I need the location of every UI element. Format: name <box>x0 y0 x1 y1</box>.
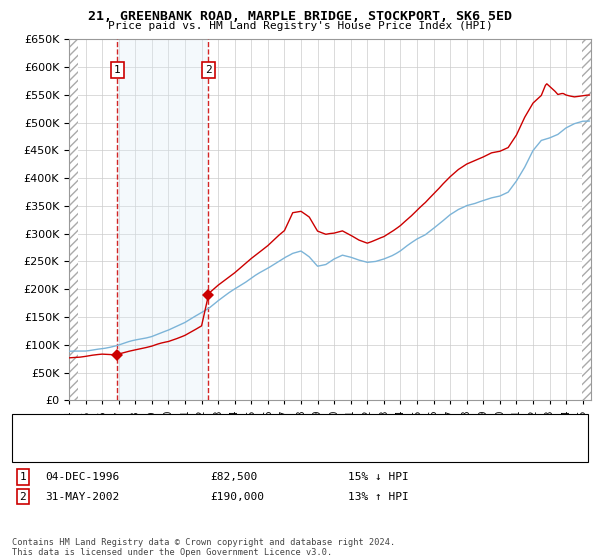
Text: 21, GREENBANK ROAD, MARPLE BRIDGE, STOCKPORT, SK6 5ED (detached house): 21, GREENBANK ROAD, MARPLE BRIDGE, STOCK… <box>69 422 506 432</box>
Text: £190,000: £190,000 <box>210 492 264 502</box>
Bar <box>69 39 78 400</box>
Text: 2: 2 <box>205 65 212 75</box>
Text: 13% ↑ HPI: 13% ↑ HPI <box>348 492 409 502</box>
Text: 21, GREENBANK ROAD, MARPLE BRIDGE, STOCKPORT, SK6 5ED: 21, GREENBANK ROAD, MARPLE BRIDGE, STOCK… <box>88 10 512 23</box>
Text: ─────: ───── <box>24 434 62 447</box>
Text: Contains HM Land Registry data © Crown copyright and database right 2024.
This d: Contains HM Land Registry data © Crown c… <box>12 538 395 557</box>
Text: HPI: Average price, detached house, Stockport: HPI: Average price, detached house, Stoc… <box>69 436 350 446</box>
Text: 15% ↓ HPI: 15% ↓ HPI <box>348 472 409 482</box>
Text: 1: 1 <box>19 472 26 482</box>
Text: 2: 2 <box>19 492 26 502</box>
Text: 04-DEC-1996: 04-DEC-1996 <box>45 472 119 482</box>
Text: £82,500: £82,500 <box>210 472 257 482</box>
Text: ─────: ───── <box>24 420 62 433</box>
Text: 31-MAY-2002: 31-MAY-2002 <box>45 492 119 502</box>
Text: 1: 1 <box>114 65 121 75</box>
Bar <box>118 39 208 400</box>
Text: Price paid vs. HM Land Registry's House Price Index (HPI): Price paid vs. HM Land Registry's House … <box>107 21 493 31</box>
Bar <box>582 39 591 400</box>
